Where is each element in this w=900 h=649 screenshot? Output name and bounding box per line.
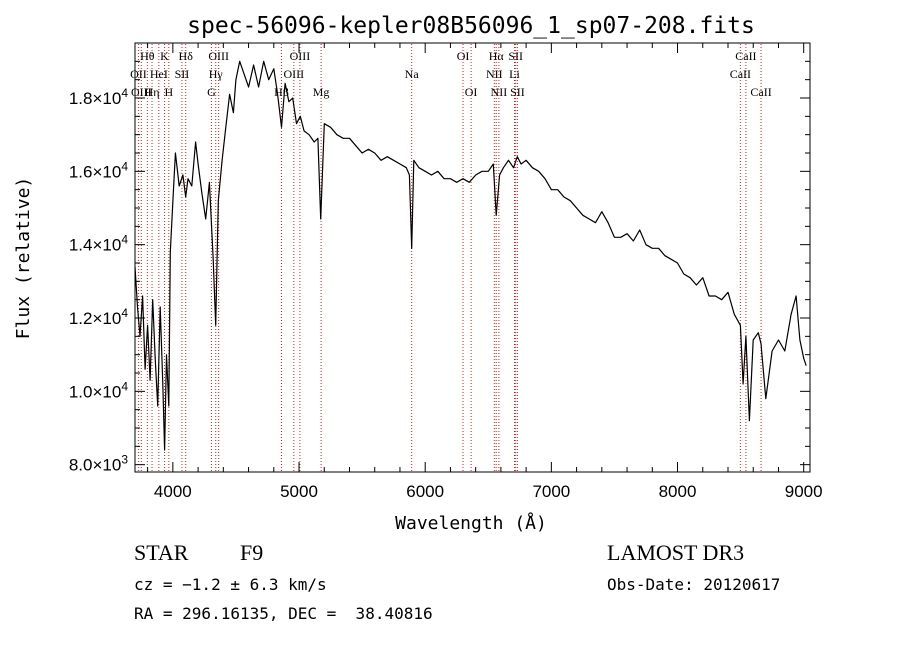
- line-label-22: SII: [508, 49, 523, 63]
- line-label-10: Hγ: [209, 67, 224, 81]
- line-label-20: NII: [486, 67, 503, 81]
- line-label-24: SII: [510, 85, 525, 99]
- coordinates: RA = 296.16135, DEC = 38.40816: [134, 604, 433, 623]
- x-tick-label-0: 4000: [154, 482, 192, 501]
- y-tick-label-0: 8.0×103: [69, 453, 128, 475]
- line-label-15: Mg: [313, 85, 330, 99]
- y-tick-label-1: 1.0×104: [69, 379, 128, 401]
- chart-title: spec-56096-kepler08B56096_1_sp07-208.fit…: [187, 13, 755, 39]
- line-label-18: OI: [465, 85, 478, 99]
- spectrum-line: [134, 60, 807, 451]
- line-label-12: OIII: [290, 49, 311, 63]
- object-subclass: F9: [240, 540, 263, 565]
- line-label-2: OIII: [131, 85, 152, 99]
- line-label-26: CaII: [730, 67, 751, 81]
- x-tick-label-4: 8000: [659, 482, 697, 501]
- y-tick-label-2: 1.2×104: [69, 306, 128, 328]
- y-tick-label-5: 1.8×104: [69, 86, 128, 108]
- y-tick-label-3: 1.4×104: [69, 233, 128, 255]
- line-label-8: H: [164, 85, 173, 99]
- x-tick-label-2: 6000: [406, 482, 444, 501]
- line-label-1: OII: [130, 67, 147, 81]
- line-label-9: OIII: [208, 49, 229, 63]
- line-label-6: Hδ: [179, 49, 194, 63]
- line-label-19: Hα: [489, 49, 505, 63]
- line-label-11: G: [207, 85, 216, 99]
- x-axis-label: Wavelength (Å): [395, 512, 547, 534]
- line-label-0: Hθ: [140, 49, 155, 63]
- line-label-16: Na: [405, 67, 420, 81]
- object-type: STAR: [134, 540, 189, 565]
- y-axis-ticks: 8.0×103 1.0×104 1.2×104 1.4×104 1.6×104 1.8×1…: [69, 60, 810, 475]
- line-label-3: K: [160, 49, 169, 63]
- observation-date: Obs-Date: 20120617: [607, 575, 780, 594]
- x-axis-ticks: 4000 5000 6000 7000 8000 9000: [147, 43, 823, 501]
- y-tick-label-4: 1.6×104: [69, 159, 128, 181]
- line-label-5: Hη: [145, 85, 160, 99]
- line-label-23: Li: [509, 67, 520, 81]
- line-label-7: SII: [175, 67, 190, 81]
- line-label-25: CaII: [735, 49, 756, 63]
- x-tick-label-5: 9000: [785, 482, 823, 501]
- survey-name: LAMOST DR3: [607, 540, 744, 565]
- y-axis-label: Flux (relative): [13, 177, 34, 340]
- line-label-27: CaII: [750, 85, 771, 99]
- x-tick-label-3: 7000: [532, 482, 570, 501]
- line-label-17: OI: [457, 49, 470, 63]
- plot-frame: [134, 42, 811, 473]
- spectral-line-markers: [137, 44, 762, 471]
- line-label-4: HeI: [150, 67, 168, 81]
- x-tick-label-1: 5000: [280, 482, 318, 501]
- line-label-13: OIII: [284, 67, 305, 81]
- line-label-21: NII: [491, 85, 508, 99]
- redshift-velocity: cz = −1.2 ± 6.3 km/s: [134, 575, 327, 594]
